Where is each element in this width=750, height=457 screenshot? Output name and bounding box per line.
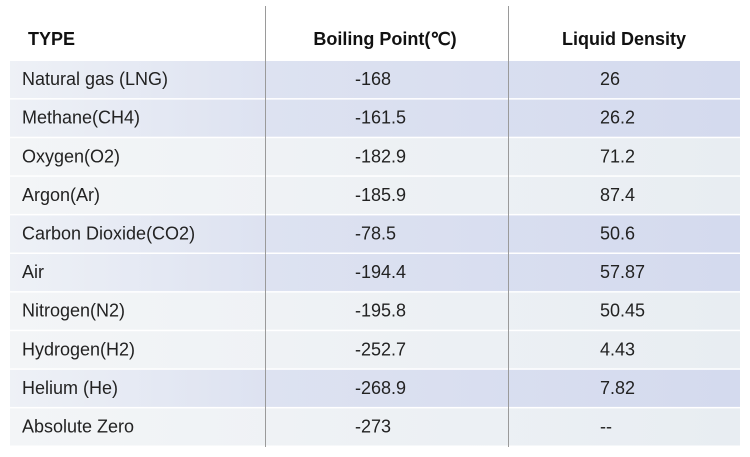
cell: 26.2 xyxy=(600,108,635,128)
row-background xyxy=(10,408,740,446)
cell: 50.45 xyxy=(600,301,645,321)
cell: -194.4 xyxy=(355,262,406,282)
cell: Oxygen(O2) xyxy=(22,146,120,166)
cell: Carbon Dioxide(CO2) xyxy=(22,223,195,243)
cell: 87.4 xyxy=(600,185,635,205)
row-background xyxy=(10,254,740,292)
cell: 26 xyxy=(600,69,620,89)
cell: -273 xyxy=(355,416,391,436)
row-background xyxy=(10,176,740,214)
table-body: Natural gas (LNG) -168 26 Methane(CH4) -161.… xyxy=(10,61,740,446)
row-background xyxy=(10,369,740,407)
row-background xyxy=(10,61,740,99)
cell: Helium (He) xyxy=(22,378,118,398)
cell: 57.87 xyxy=(600,262,645,282)
cell: Natural gas (LNG) xyxy=(22,69,168,89)
cell: Absolute Zero xyxy=(22,416,134,436)
cell: 7.82 xyxy=(600,378,635,398)
cell: -195.8 xyxy=(355,301,406,321)
cell: -185.9 xyxy=(355,185,406,205)
header-cell: Boiling Point(℃) xyxy=(313,29,456,49)
cell: Hydrogen(H2) xyxy=(22,339,135,359)
cell: -268.9 xyxy=(355,378,406,398)
row-background xyxy=(10,331,740,369)
header-cell: TYPE xyxy=(28,29,75,49)
cell: Methane(CH4) xyxy=(22,108,140,128)
cell: -182.9 xyxy=(355,146,406,166)
cell: 4.43 xyxy=(600,339,635,359)
cell: Air xyxy=(22,262,44,282)
cell: Nitrogen(N2) xyxy=(22,301,125,321)
cell: -168 xyxy=(355,69,391,89)
row-background xyxy=(10,292,740,330)
cell: 50.6 xyxy=(600,223,635,243)
cell: -- xyxy=(600,416,612,436)
row-background xyxy=(10,215,740,253)
cell: Argon(Ar) xyxy=(22,185,100,205)
cell: 71.2 xyxy=(600,146,635,166)
cell: -78.5 xyxy=(355,223,396,243)
row-background xyxy=(10,99,740,137)
cell: -252.7 xyxy=(355,339,406,359)
row-background xyxy=(10,138,740,176)
cell: -161.5 xyxy=(355,108,406,128)
header-cell: Liquid Density xyxy=(562,29,686,49)
